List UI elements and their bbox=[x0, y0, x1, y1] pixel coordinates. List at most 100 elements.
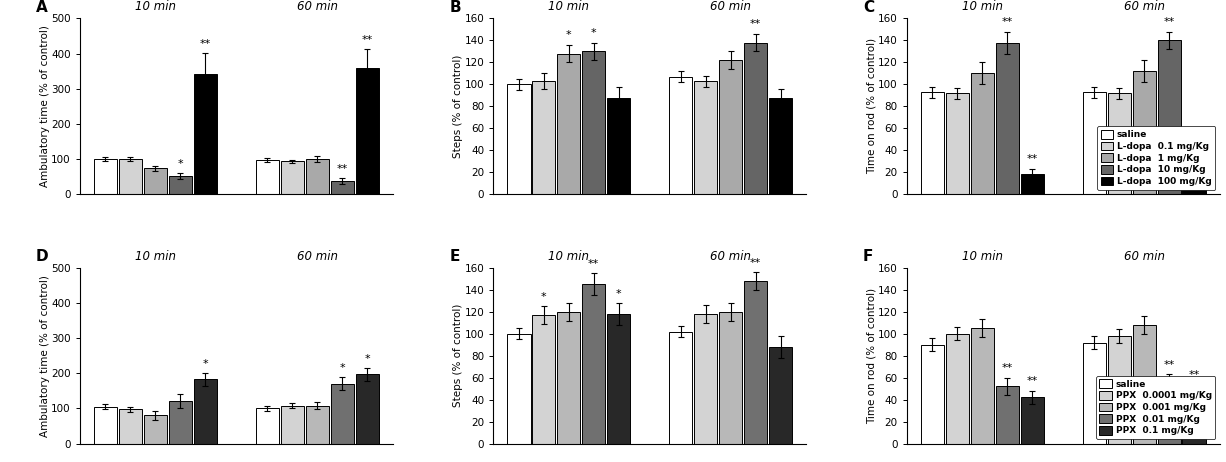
Bar bbox=[996, 386, 1019, 444]
Bar bbox=[256, 408, 280, 444]
Text: B: B bbox=[449, 0, 461, 15]
Bar bbox=[1083, 92, 1106, 194]
Text: *: * bbox=[364, 353, 370, 364]
Bar bbox=[921, 92, 944, 194]
Bar bbox=[669, 77, 693, 194]
Bar bbox=[720, 60, 742, 194]
Bar bbox=[558, 312, 580, 444]
Text: **: ** bbox=[1002, 363, 1013, 373]
Bar bbox=[1108, 336, 1130, 444]
Text: *: * bbox=[541, 292, 547, 302]
Bar bbox=[558, 54, 580, 194]
Bar bbox=[532, 81, 555, 194]
Text: 10 min: 10 min bbox=[135, 249, 175, 262]
Bar bbox=[305, 406, 329, 444]
Bar bbox=[1133, 325, 1156, 444]
Bar bbox=[281, 161, 304, 194]
Text: **: ** bbox=[1163, 360, 1175, 370]
Bar bbox=[945, 93, 969, 194]
Text: **: ** bbox=[1002, 17, 1013, 27]
Text: *: * bbox=[591, 28, 597, 38]
Text: 60 min: 60 min bbox=[710, 249, 752, 262]
Bar bbox=[1183, 391, 1205, 444]
Bar bbox=[582, 284, 606, 444]
Bar bbox=[971, 328, 994, 444]
Bar bbox=[169, 401, 191, 444]
Text: 10 min: 10 min bbox=[135, 0, 175, 13]
Text: 10 min: 10 min bbox=[961, 249, 1003, 262]
Text: 60 min: 60 min bbox=[297, 249, 338, 262]
Bar bbox=[94, 159, 116, 194]
Text: **: ** bbox=[337, 164, 348, 174]
Bar bbox=[769, 97, 792, 194]
Text: *: * bbox=[566, 30, 571, 41]
Bar bbox=[1133, 71, 1156, 194]
Text: 60 min: 60 min bbox=[1124, 249, 1165, 262]
Text: **: ** bbox=[1026, 377, 1037, 386]
Bar bbox=[143, 169, 167, 194]
Bar bbox=[1083, 342, 1106, 444]
Text: E: E bbox=[449, 249, 460, 264]
Bar bbox=[1020, 397, 1043, 444]
Bar bbox=[744, 43, 767, 194]
Text: *: * bbox=[178, 158, 183, 169]
Text: **: ** bbox=[1163, 17, 1175, 27]
Y-axis label: Steps (% of control): Steps (% of control) bbox=[452, 304, 463, 407]
Text: **: ** bbox=[200, 38, 211, 49]
Text: *: * bbox=[615, 289, 622, 298]
Text: C: C bbox=[863, 0, 874, 15]
Y-axis label: Time on rod (% of control): Time on rod (% of control) bbox=[867, 38, 877, 174]
Text: **: ** bbox=[1188, 150, 1200, 160]
Bar bbox=[1157, 41, 1181, 194]
Text: 10 min: 10 min bbox=[548, 0, 590, 13]
Bar bbox=[1157, 383, 1181, 444]
Legend: saline, PPX  0.0001 mg/Kg, PPX  0.001 mg/Kg, PPX  0.01 mg/Kg, PPX  0.1 mg/Kg: saline, PPX 0.0001 mg/Kg, PPX 0.001 mg/K… bbox=[1096, 376, 1215, 439]
Bar bbox=[607, 97, 630, 194]
Bar bbox=[256, 160, 280, 194]
Bar bbox=[1183, 170, 1205, 194]
Bar bbox=[194, 74, 217, 194]
Bar bbox=[532, 315, 555, 444]
Bar bbox=[971, 73, 994, 194]
Bar bbox=[945, 334, 969, 444]
Bar bbox=[331, 384, 354, 444]
Bar bbox=[508, 85, 531, 194]
Bar bbox=[305, 159, 329, 194]
Bar bbox=[94, 407, 116, 444]
Bar bbox=[720, 312, 742, 444]
Bar bbox=[921, 345, 944, 444]
Text: 10 min: 10 min bbox=[548, 249, 590, 262]
Text: A: A bbox=[36, 0, 48, 15]
Bar bbox=[669, 332, 693, 444]
Bar bbox=[119, 409, 142, 444]
Bar bbox=[356, 68, 379, 194]
Bar bbox=[356, 374, 379, 444]
Text: **: ** bbox=[1026, 154, 1037, 164]
Bar bbox=[607, 314, 630, 444]
Y-axis label: Time on rod (% of control): Time on rod (% of control) bbox=[867, 288, 877, 424]
Y-axis label: Ambulatory time (% of control): Ambulatory time (% of control) bbox=[39, 25, 49, 187]
Text: **: ** bbox=[750, 258, 761, 268]
Bar bbox=[194, 379, 217, 444]
Bar bbox=[143, 415, 167, 444]
Bar bbox=[694, 314, 717, 444]
Bar bbox=[769, 347, 792, 444]
Bar bbox=[169, 176, 191, 194]
Text: 60 min: 60 min bbox=[710, 0, 752, 13]
Bar bbox=[694, 81, 717, 194]
Text: 10 min: 10 min bbox=[961, 0, 1003, 13]
Bar bbox=[582, 51, 606, 194]
Text: **: ** bbox=[362, 35, 373, 45]
Text: **: ** bbox=[1188, 370, 1200, 380]
Bar bbox=[1108, 93, 1130, 194]
Bar bbox=[508, 334, 531, 444]
Bar bbox=[996, 43, 1019, 194]
Bar bbox=[281, 406, 304, 444]
Text: **: ** bbox=[588, 259, 600, 269]
Text: *: * bbox=[202, 359, 208, 369]
Bar bbox=[1020, 174, 1043, 194]
Text: F: F bbox=[863, 249, 873, 264]
Text: D: D bbox=[36, 249, 49, 264]
Text: 60 min: 60 min bbox=[1124, 0, 1165, 13]
Y-axis label: Ambulatory time (% of control): Ambulatory time (% of control) bbox=[39, 275, 49, 437]
